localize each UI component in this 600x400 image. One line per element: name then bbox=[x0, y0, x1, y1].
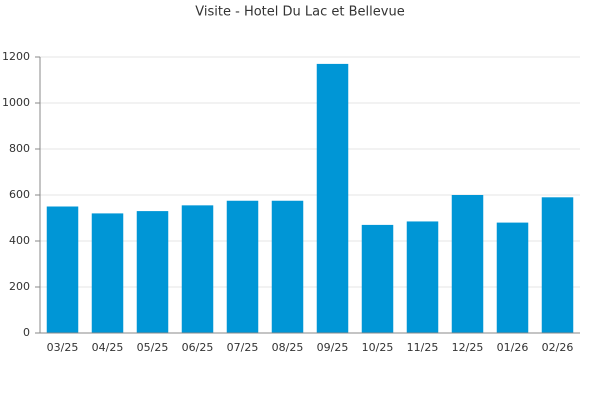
bar bbox=[541, 197, 574, 333]
y-tick-label: 0 bbox=[23, 326, 30, 339]
x-tick-label: 01/26 bbox=[497, 341, 529, 354]
bar bbox=[316, 63, 349, 334]
bar bbox=[181, 205, 214, 333]
chart-title: Visite - Hotel Du Lac et Bellevue bbox=[195, 5, 404, 20]
y-tick-label: 1000 bbox=[2, 96, 30, 109]
x-tick-label: 08/25 bbox=[272, 341, 304, 354]
bar bbox=[136, 211, 169, 333]
x-tick-label: 03/25 bbox=[47, 341, 79, 354]
bar bbox=[271, 200, 304, 333]
bar bbox=[451, 195, 484, 333]
y-tick-label: 400 bbox=[9, 234, 30, 247]
bar bbox=[496, 222, 529, 333]
x-tick-label: 11/25 bbox=[407, 341, 439, 354]
bar bbox=[226, 200, 259, 333]
x-tick-label: 07/25 bbox=[227, 341, 259, 354]
x-tick-label: 12/25 bbox=[452, 341, 484, 354]
x-tick-label: 02/26 bbox=[542, 341, 574, 354]
bar bbox=[91, 213, 124, 333]
x-tick-label: 05/25 bbox=[137, 341, 169, 354]
x-tick-label: 04/25 bbox=[92, 341, 124, 354]
x-tick-label: 09/25 bbox=[317, 341, 349, 354]
y-tick-label: 1200 bbox=[2, 50, 30, 63]
bar bbox=[46, 206, 79, 333]
x-tick-label: 06/25 bbox=[182, 341, 214, 354]
bar bbox=[406, 221, 439, 333]
y-tick-label: 200 bbox=[9, 280, 30, 293]
y-tick-label: 800 bbox=[9, 142, 30, 155]
y-tick-label: 600 bbox=[9, 188, 30, 201]
x-tick-label: 10/25 bbox=[362, 341, 394, 354]
bar bbox=[361, 224, 394, 333]
